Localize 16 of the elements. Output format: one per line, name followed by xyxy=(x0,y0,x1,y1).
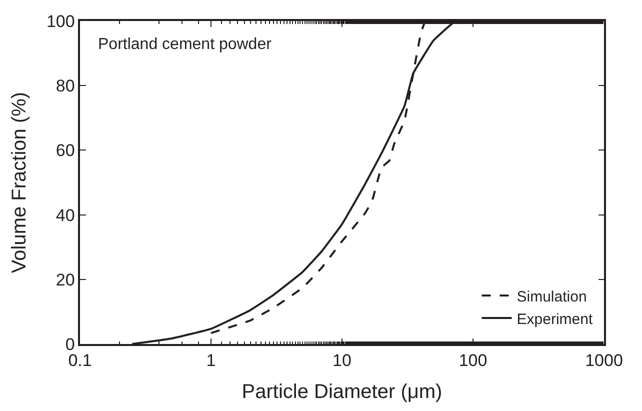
y-tick-label: 40 xyxy=(56,206,75,225)
x-tick-label: 0.1 xyxy=(68,351,92,370)
x-axis-title: Particle Diameter (μm) xyxy=(242,381,442,404)
annotation: Portland cement powder xyxy=(98,36,272,53)
y-tick-label: 0 xyxy=(65,334,75,354)
y-tick-label: 100 xyxy=(46,12,75,31)
x-tick-label: 100 xyxy=(458,351,488,370)
y-tick-label: 80 xyxy=(56,76,75,96)
y-axis-title: Volume Fraction (%) xyxy=(8,92,30,274)
y-tick-label: 60 xyxy=(56,141,75,160)
x-tick-label: 1 xyxy=(206,351,216,370)
legend-label: Experiment xyxy=(516,310,594,328)
x-tick-label: 10 xyxy=(332,351,352,370)
y-tick-label: 20 xyxy=(56,270,75,290)
legend-label: Simulation xyxy=(516,288,587,306)
x-tick-label: 1000 xyxy=(585,351,623,370)
